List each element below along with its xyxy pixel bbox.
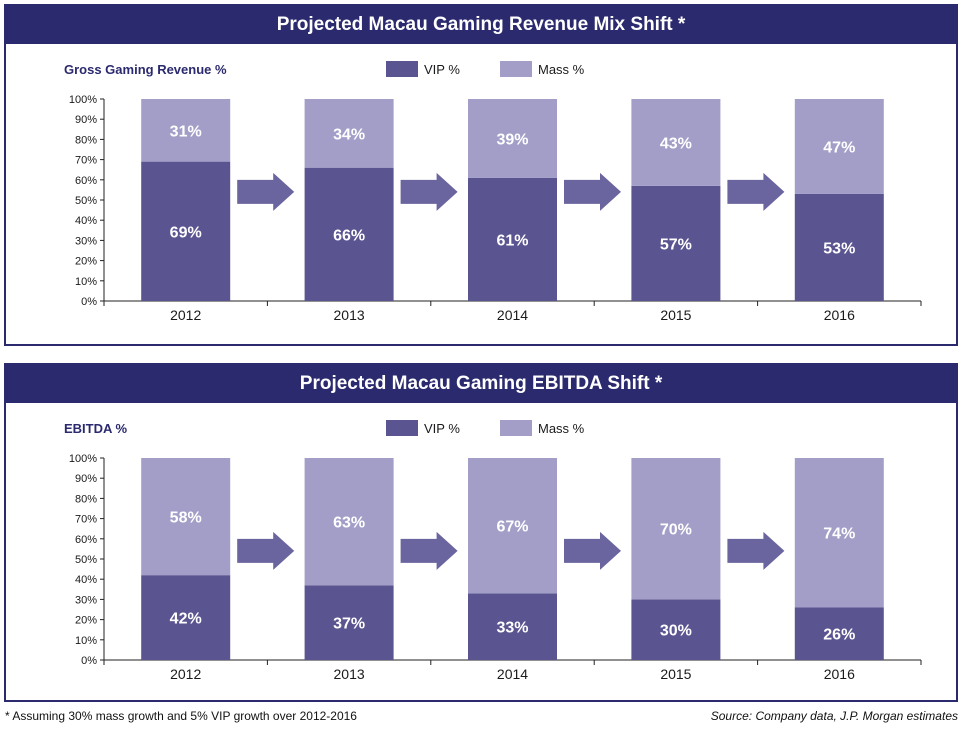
y-tick-label: 70%	[75, 155, 97, 167]
y-tick-label: 10%	[75, 635, 97, 647]
y-tick-label: 20%	[75, 256, 97, 268]
bar-mass-2012	[141, 99, 231, 162]
shift-arrow-icon	[237, 172, 295, 211]
y-tick-label: 30%	[75, 235, 97, 247]
shift-arrow-icon	[400, 172, 458, 211]
source-note: Source: Company data, J.P. Morgan estima…	[710, 709, 958, 723]
bar-mass-2013	[304, 458, 394, 586]
data-label-mass-2012: 31%	[170, 123, 202, 140]
x-tick-label-2012: 2012	[170, 307, 201, 323]
bar-vip-2012	[141, 575, 231, 660]
data-label-mass-2016: 74%	[823, 526, 855, 543]
data-label-vip-2014: 61%	[496, 232, 528, 249]
x-tick-label-2013: 2013	[334, 666, 365, 682]
ebitda-chart: EBITDA % VIP % Mass % 0% 10% 20% 30% 40% 50% 60% 7…	[64, 420, 922, 682]
data-label-mass-2013: 63%	[333, 515, 365, 532]
bar-mass-2012	[141, 458, 231, 576]
revenue-mix-title: Projected Macau Gaming Revenue Mix Shift…	[6, 6, 956, 44]
bar-mass-2013	[304, 99, 394, 168]
data-label-vip-2014: 33%	[496, 620, 528, 637]
y-tick-label: 90%	[75, 473, 97, 485]
data-label-mass-2016: 47%	[823, 139, 855, 156]
data-label-mass-2013: 34%	[333, 126, 365, 143]
data-label-vip-2012: 42%	[170, 611, 202, 628]
data-label-mass-2014: 67%	[496, 519, 528, 536]
data-label-vip-2012: 69%	[170, 224, 202, 241]
revenue-mix-chart: Gross Gaming Revenue % VIP % Mass % 0% 10% 20…	[64, 61, 922, 323]
y-tick-label: 0%	[81, 296, 97, 308]
bar-mass-2016	[794, 458, 884, 608]
legend-label-mass: Mass %	[538, 421, 585, 436]
bar-mass-2016	[794, 99, 884, 194]
x-tick-label-2015: 2015	[660, 307, 691, 323]
bar-vip-2013	[304, 585, 394, 660]
y-tick-label: 100%	[69, 94, 97, 106]
y-tick-label: 20%	[75, 615, 97, 627]
legend-swatch-mass	[500, 61, 532, 77]
data-label-vip-2016: 26%	[823, 627, 855, 644]
bar-vip-2015	[631, 599, 721, 660]
data-label-vip-2016: 53%	[823, 240, 855, 257]
y-tick-label: 90%	[75, 114, 97, 126]
x-tick-label-2012: 2012	[170, 666, 201, 682]
legend-label-mass: Mass %	[538, 62, 585, 77]
legend-label-vip: VIP %	[424, 421, 460, 436]
x-tick-label-2016: 2016	[824, 307, 855, 323]
legend-swatch-mass	[500, 420, 532, 436]
x-tick-label-2016: 2016	[824, 666, 855, 682]
ebitda-title: Projected Macau Gaming EBITDA Shift *	[6, 365, 956, 403]
shift-arrow-icon	[237, 531, 295, 570]
data-label-vip-2015: 57%	[660, 236, 692, 253]
y-tick-label: 80%	[75, 134, 97, 146]
bar-vip-2015	[631, 185, 721, 301]
bar-mass-2015	[631, 99, 721, 186]
x-tick-label-2013: 2013	[334, 307, 365, 323]
bar-mass-2015	[631, 458, 721, 600]
x-tick-label-2014: 2014	[497, 666, 528, 682]
shift-arrow-icon	[564, 531, 621, 570]
y-tick-label: 30%	[75, 594, 97, 606]
shift-arrow-icon	[564, 172, 621, 211]
data-label-mass-2014: 39%	[496, 131, 528, 148]
y-tick-label: 100%	[69, 453, 97, 465]
revenue-mix-panel: Projected Macau Gaming Revenue Mix Shift…	[4, 4, 958, 346]
data-label-mass-2015: 43%	[660, 135, 692, 152]
bar-mass-2014	[468, 458, 557, 594]
data-label-vip-2013: 37%	[333, 616, 365, 633]
bar-vip-2013	[304, 167, 394, 301]
y-tick-label: 50%	[75, 195, 97, 207]
bar-vip-2016	[794, 193, 884, 301]
y-tick-label: 80%	[75, 493, 97, 505]
legend-label-vip: VIP %	[424, 62, 460, 77]
shift-arrow-icon	[727, 172, 785, 211]
bar-mass-2014	[468, 99, 557, 178]
legend-swatch-vip	[386, 420, 418, 436]
bar-vip-2016	[794, 607, 884, 660]
bar-vip-2014	[468, 177, 557, 301]
data-label-vip-2013: 66%	[333, 227, 365, 244]
y-axis-title: Gross Gaming Revenue %	[64, 62, 227, 77]
y-tick-label: 60%	[75, 175, 97, 187]
y-tick-label: 50%	[75, 554, 97, 566]
data-label-mass-2015: 70%	[660, 522, 692, 539]
data-label-vip-2015: 30%	[660, 623, 692, 640]
bar-vip-2012	[141, 161, 231, 301]
shift-arrow-icon	[727, 531, 785, 570]
y-tick-label: 60%	[75, 534, 97, 546]
y-tick-label: 0%	[81, 655, 97, 667]
y-tick-label: 70%	[75, 514, 97, 526]
y-axis-title: EBITDA %	[64, 421, 128, 436]
y-tick-label: 40%	[75, 574, 97, 586]
x-tick-label-2015: 2015	[660, 666, 691, 682]
footnote: * Assuming 30% mass growth and 5% VIP gr…	[5, 709, 357, 723]
shift-arrow-icon	[400, 531, 458, 570]
y-tick-label: 40%	[75, 215, 97, 227]
data-label-mass-2012: 58%	[170, 510, 202, 527]
y-tick-label: 10%	[75, 276, 97, 288]
legend-swatch-vip	[386, 61, 418, 77]
x-tick-label-2014: 2014	[497, 307, 528, 323]
ebitda-panel: Projected Macau Gaming EBITDA Shift * EB…	[4, 363, 958, 702]
bar-vip-2014	[468, 593, 557, 660]
